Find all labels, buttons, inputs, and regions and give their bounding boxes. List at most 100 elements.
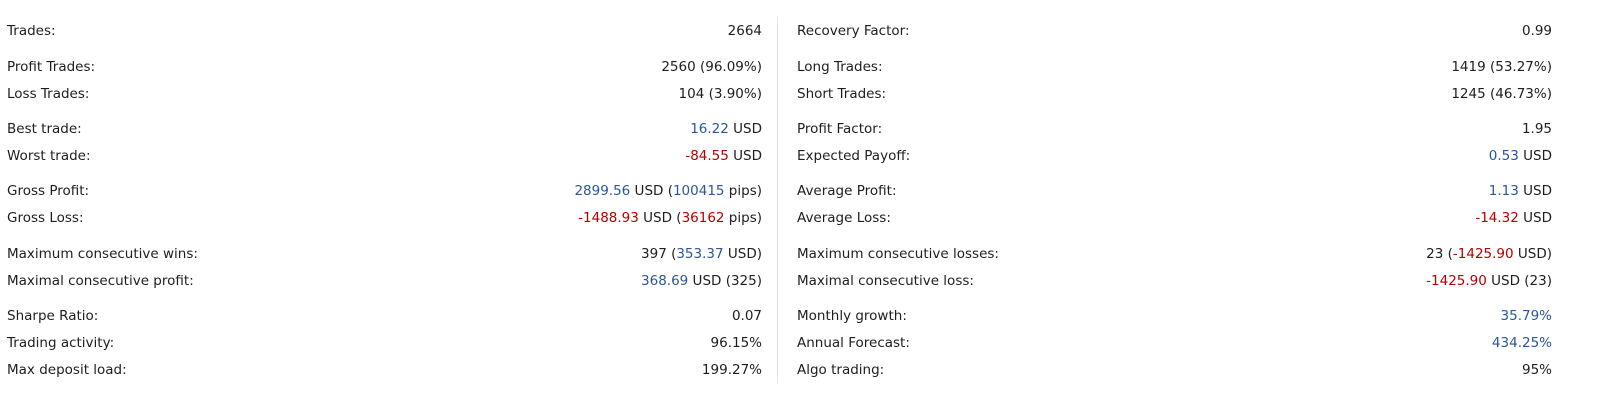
stat-row-long-trades: Long Trades: 1419 (53.27%) [797, 57, 1552, 77]
stat-value-max-deposit-load: 199.27% [702, 360, 762, 380]
stat-value-part: 2899.56 [574, 183, 631, 199]
stat-value-part: 96.15% [710, 335, 762, 351]
stat-value-algo-trading: 95% [1522, 360, 1552, 380]
stat-value-part: pips) [724, 210, 762, 226]
stat-label-short-trades: Short Trades: [797, 86, 887, 102]
stat-value-part: -14.32 [1475, 210, 1519, 226]
stat-value-gross-loss: -1488.93 USD (36162 pips) [578, 208, 762, 228]
stat-label-annual-forecast: Annual Forecast: [797, 335, 910, 351]
stat-row-recovery-factor: Recovery Factor: 0.99 [797, 21, 1552, 41]
stat-label-maximum-consecutive-wins: Maximum consecutive wins: [7, 246, 198, 262]
stat-row-profit-trades: Profit Trades: 2560 (96.09%) [7, 57, 762, 77]
stat-value-recovery-factor: 0.99 [1522, 21, 1552, 41]
stat-value-part: 2560 (96.09%) [661, 59, 762, 75]
stat-value-part: 23 ( [1426, 246, 1453, 262]
stat-label-maximal-consecutive-loss: Maximal consecutive loss: [797, 273, 974, 289]
stat-value-part: 1245 (46.73%) [1451, 86, 1552, 102]
stat-row-sharpe-ratio: Sharpe Ratio: 0.07 [7, 306, 762, 326]
stat-label-max-deposit-load: Max deposit load: [7, 362, 127, 378]
stat-value-part: 95% [1521, 362, 1552, 378]
stat-value-sharpe-ratio: 0.07 [732, 306, 762, 326]
stat-label-trades: Trades: [7, 23, 56, 39]
stat-label-profit-trades: Profit Trades: [7, 59, 96, 75]
stat-value-part: -1488.93 [578, 210, 639, 226]
stat-label-algo-trading: Algo trading: [797, 362, 885, 378]
stat-row-average-profit: Average Profit: 1.13 USD [797, 181, 1552, 201]
stat-label-gross-loss: Gross Loss: [7, 210, 84, 226]
stat-row-average-loss: Average Loss: -14.32 USD [797, 208, 1552, 228]
stat-label-maximal-consecutive-profit: Maximal consecutive profit: [7, 273, 194, 289]
stat-row-maximal-consecutive-loss: Maximal consecutive loss: -1425.90 USD (2… [797, 271, 1552, 291]
stat-value-gross-profit: 2899.56 USD (100415 pips) [574, 181, 762, 201]
stat-value-part: -84.55 [685, 148, 729, 164]
stat-value-monthly-growth: 35.79% [1501, 306, 1552, 326]
stat-value-expected-payoff: 0.53 USD [1489, 146, 1552, 166]
stat-value-trades: 2664 [728, 21, 762, 41]
stat-label-sharpe-ratio: Sharpe Ratio: [7, 308, 99, 324]
stat-value-maximum-consecutive-wins: 397 (353.37 USD) [641, 244, 762, 264]
stat-value-part: 0.07 [731, 308, 762, 324]
stat-value-part: USD [1518, 210, 1552, 226]
stat-row-best-trade: Best trade: 16.22 USD [7, 119, 762, 139]
stat-value-part: 434.25% [1491, 335, 1552, 351]
stat-value-part: 100415 [672, 183, 725, 199]
stat-value-part: 0.53 [1488, 148, 1519, 164]
stat-value-part: 2664 [727, 23, 762, 39]
stat-row-gross-loss: Gross Loss: -1488.93 USD (36162 pips) [7, 208, 762, 228]
stat-value-short-trades: 1245 (46.73%) [1451, 84, 1552, 104]
stat-value-maximum-consecutive-losses: 23 (-1425.90 USD) [1426, 244, 1552, 264]
stat-value-part: USD (23) [1486, 273, 1552, 289]
stat-label-loss-trades: Loss Trades: [7, 86, 90, 102]
stat-value-part: pips) [724, 183, 762, 199]
stat-row-maximal-consecutive-profit: Maximal consecutive profit: 368.69 USD (3… [7, 271, 762, 291]
stat-value-profit-trades: 2560 (96.09%) [661, 57, 762, 77]
stat-value-part: 1419 (53.27%) [1451, 59, 1552, 75]
stat-label-maximum-consecutive-losses: Maximum consecutive losses: [797, 246, 999, 262]
stat-row-loss-trades: Loss Trades: 104 (3.90%) [7, 84, 762, 104]
stat-label-expected-payoff: Expected Payoff: [797, 148, 911, 164]
stat-value-part: USD ( [638, 210, 682, 226]
stat-value-part: -1425.90 [1452, 246, 1514, 262]
stat-row-short-trades: Short Trades: 1245 (46.73%) [797, 84, 1552, 104]
stat-value-part: USD [1518, 183, 1552, 199]
stat-row-trading-activity: Trading activity: 96.15% [7, 333, 762, 353]
stat-label-profit-factor: Profit Factor: [797, 121, 883, 137]
stat-row-max-deposit-load: Max deposit load: 199.27% [7, 360, 762, 380]
stat-label-gross-profit: Gross Profit: [7, 183, 90, 199]
stat-row-maximum-consecutive-wins: Maximum consecutive wins: 397 (353.37 USD… [7, 244, 762, 264]
stat-value-part: USD [728, 148, 762, 164]
stat-row-expected-payoff: Expected Payoff: 0.53 USD [797, 146, 1552, 166]
stat-value-long-trades: 1419 (53.27%) [1451, 57, 1552, 77]
stat-value-part: 104 (3.90%) [678, 86, 762, 102]
stat-row-gross-profit: Gross Profit: 2899.56 USD (100415 pips) [7, 181, 762, 201]
stat-value-part: 16.22 [690, 121, 729, 137]
stat-value-part: 0.99 [1521, 23, 1552, 39]
stat-row-trades: Trades: 2664 [7, 21, 762, 41]
stat-value-part: -1425.90 [1426, 273, 1487, 289]
stat-value-part: 368.69 [641, 273, 689, 289]
stat-label-long-trades: Long Trades: [797, 59, 883, 75]
stat-value-profit-factor: 1.95 [1522, 119, 1552, 139]
stat-value-maximal-consecutive-loss: -1425.90 USD (23) [1426, 271, 1552, 291]
stat-value-part: USD) [723, 246, 762, 262]
stat-label-monthly-growth: Monthly growth: [797, 308, 907, 324]
stat-value-worst-trade: -84.55 USD [685, 146, 762, 166]
stat-row-algo-trading: Algo trading: 95% [797, 360, 1552, 380]
stat-row-worst-trade: Worst trade: -84.55 USD [7, 146, 762, 166]
stat-value-part: USD [728, 121, 762, 137]
stat-label-average-profit: Average Profit: [797, 183, 897, 199]
stat-row-annual-forecast: Annual Forecast: 434.25% [797, 333, 1552, 353]
stat-label-average-loss: Average Loss: [797, 210, 891, 226]
column-divider [777, 17, 778, 383]
stat-label-worst-trade: Worst trade: [7, 148, 91, 164]
stat-value-part: 1.13 [1488, 183, 1519, 199]
stat-value-average-profit: 1.13 USD [1489, 181, 1552, 201]
stat-value-average-loss: -14.32 USD [1475, 208, 1552, 228]
stat-value-trading-activity: 96.15% [711, 333, 762, 353]
stat-value-part: 199.27% [701, 362, 762, 378]
stat-row-maximum-consecutive-losses: Maximum consecutive losses: 23 (-1425.90 … [797, 244, 1552, 264]
stat-label-trading-activity: Trading activity: [7, 335, 115, 351]
stat-value-part: USD (325) [688, 273, 762, 289]
stat-value-maximal-consecutive-profit: 368.69 USD (325) [641, 271, 762, 291]
stat-value-part: 397 ( [641, 246, 677, 262]
